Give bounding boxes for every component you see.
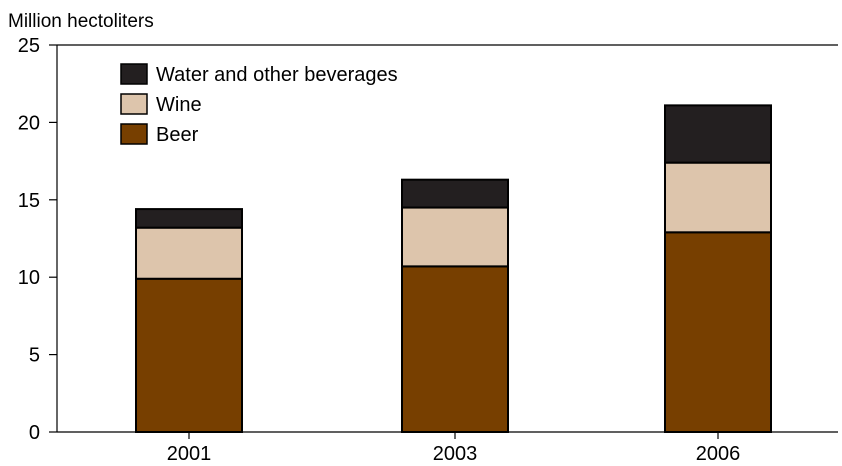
bar-stack-2001 [135, 208, 243, 433]
legend-swatch [120, 123, 148, 145]
x-tick-label: 2003 [433, 443, 478, 465]
y-axis: 0 5 10 15 20 25 [18, 35, 838, 444]
y-tick-label: 15 [18, 190, 40, 212]
bar-segment-water-and-other-beverages [401, 178, 509, 209]
x-tick-label: 2006 [696, 443, 741, 465]
bar-segment-beer [135, 277, 243, 433]
legend-item: Beer [120, 123, 199, 146]
bar-segment-wine [135, 226, 243, 280]
legend: Water and other beverages Wine Beer [120, 63, 398, 146]
legend-item: Wine [120, 93, 202, 116]
legend-label: Beer [156, 124, 199, 146]
y-tick-label: 0 [29, 422, 40, 444]
bar-stack-2003 [401, 178, 509, 434]
y-tick-label: 20 [18, 112, 40, 134]
legend-label: Water and other beverages [156, 64, 398, 86]
bar-segment-wine [664, 161, 772, 234]
legend-item: Water and other beverages [120, 63, 398, 86]
y-tick-label: 5 [29, 345, 40, 367]
y-tick-label: 10 [18, 267, 40, 289]
bar-segment-beer [664, 231, 772, 433]
y-axis-label: Million hectoliters [8, 11, 154, 32]
bar-segment-beer [401, 265, 509, 434]
x-axis: 2001 2003 2006 [57, 431, 838, 465]
bar-segment-wine [401, 206, 509, 268]
plot-area [135, 104, 772, 434]
y-tick-label: 25 [18, 35, 40, 57]
legend-swatch [120, 63, 148, 85]
legend-label: Wine [156, 94, 202, 116]
legend-swatch [120, 93, 148, 115]
x-tick-label: 2001 [167, 443, 212, 465]
bar-stack-2006 [664, 104, 772, 433]
bar-segment-water-and-other-beverages [135, 208, 243, 229]
bar-segment-water-and-other-beverages [664, 104, 772, 164]
